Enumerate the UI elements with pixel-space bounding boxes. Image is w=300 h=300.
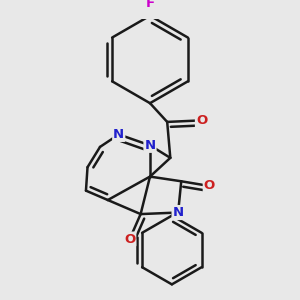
Text: N: N [172, 206, 184, 219]
Text: N: N [144, 139, 156, 152]
Text: N: N [113, 128, 124, 141]
Text: O: O [124, 232, 135, 246]
Text: F: F [146, 0, 154, 10]
Text: O: O [196, 114, 207, 127]
Text: O: O [204, 179, 215, 193]
